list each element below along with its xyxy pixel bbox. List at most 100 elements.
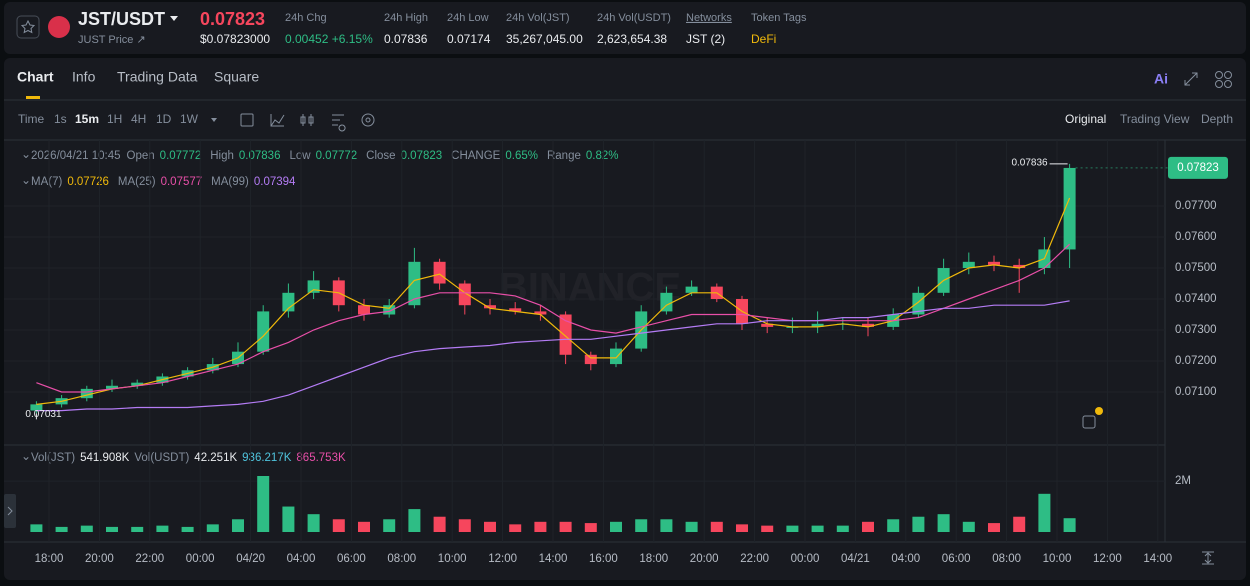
volume-bar xyxy=(660,519,673,532)
volume-bar xyxy=(836,525,849,532)
stat-label: 24h High xyxy=(384,12,428,24)
side-handle[interactable] xyxy=(4,494,16,528)
x-tick-label: 18:00 xyxy=(639,553,668,565)
stat-value: 35,267,045.00 xyxy=(506,32,583,46)
y-tick-label: 0.07300 xyxy=(1175,324,1217,336)
volume-legend: 936.217K xyxy=(242,452,292,464)
stat-value: JST (2) xyxy=(686,32,725,46)
last-price: 0.07823 xyxy=(200,9,265,29)
x-tick-label: 00:00 xyxy=(791,553,820,565)
volume-bar xyxy=(80,525,93,532)
candle-body xyxy=(1013,264,1026,269)
volume-bar xyxy=(55,526,68,532)
x-tick-label: 14:00 xyxy=(539,553,568,565)
collapse-caret[interactable]: ⌄ xyxy=(21,449,31,463)
stat-label: 24h Chg xyxy=(285,12,327,24)
view-option[interactable]: Trading View xyxy=(1120,112,1190,126)
candle-body xyxy=(610,348,622,365)
settings-icon[interactable] xyxy=(332,114,346,132)
interval[interactable]: 1H xyxy=(107,112,122,126)
tab[interactable]: Info xyxy=(72,69,96,85)
subtitle[interactable]: JUST Price ↗ xyxy=(78,34,146,46)
volume-bar xyxy=(509,524,522,532)
candle-icon[interactable] xyxy=(300,114,314,126)
expand-icon[interactable] xyxy=(1184,72,1198,86)
candle-body xyxy=(988,261,1000,265)
interval[interactable]: 1s xyxy=(54,112,67,126)
volume-bar xyxy=(761,525,774,532)
volume-bar xyxy=(383,519,396,532)
candle-body xyxy=(307,280,320,293)
symbol[interactable]: JST/USDT xyxy=(78,9,165,29)
ma-legend-value: 0.07577 xyxy=(161,176,203,188)
layout-icon[interactable] xyxy=(1215,71,1232,88)
collapse-caret[interactable]: ⌄ xyxy=(21,147,31,161)
header-bar xyxy=(4,2,1246,54)
candle-body xyxy=(962,261,975,269)
candle-body xyxy=(106,385,118,389)
tab[interactable]: Square xyxy=(214,69,259,85)
info-value: 0.07823 xyxy=(401,150,443,162)
tab[interactable]: Trading Data xyxy=(117,69,198,85)
x-tick-label: 20:00 xyxy=(690,553,719,565)
interval[interactable]: 1D xyxy=(156,112,172,126)
candle-body xyxy=(80,388,93,399)
candle-body xyxy=(408,261,421,306)
volume-bar xyxy=(912,516,925,532)
axis-reset-icon[interactable] xyxy=(1202,551,1214,565)
indicator-icon[interactable] xyxy=(270,114,285,127)
volume-bar xyxy=(358,521,370,532)
info-label: High xyxy=(210,150,234,162)
volume-bar xyxy=(206,524,219,532)
candle-body xyxy=(534,311,547,315)
favorite-button[interactable] xyxy=(16,15,40,39)
collapse-caret[interactable]: ⌄ xyxy=(21,173,31,187)
y-tick-label: 0.07600 xyxy=(1175,231,1217,243)
note-icon[interactable] xyxy=(1082,415,1096,429)
x-tick-label: 04/20 xyxy=(236,553,265,565)
interval[interactable]: 4H xyxy=(131,112,146,126)
x-tick-label: 06:00 xyxy=(942,553,971,565)
candle-body xyxy=(458,283,471,306)
note-dot xyxy=(1095,407,1103,415)
candle-body xyxy=(685,286,698,293)
tab[interactable]: Chart xyxy=(17,69,54,85)
candle-body xyxy=(383,305,396,315)
volume-bar xyxy=(30,524,43,532)
info-label: Range xyxy=(547,150,581,162)
ma-line xyxy=(36,197,1071,405)
volume-bar xyxy=(484,521,496,532)
volume-bar xyxy=(307,514,320,532)
info-value: 0.07836 xyxy=(239,150,281,162)
view-option[interactable]: Original xyxy=(1065,112,1106,126)
volume-legend: Vol(USDT) xyxy=(134,452,189,464)
volume-legend: Vol(JST) xyxy=(31,452,75,464)
y-tick-label: 0.07700 xyxy=(1175,200,1217,212)
y-tick-label: 0.07500 xyxy=(1175,262,1217,274)
volume-bar xyxy=(710,521,723,532)
interval[interactable]: 15m xyxy=(75,112,99,126)
more-intervals[interactable] xyxy=(211,118,217,122)
calendar-icon[interactable] xyxy=(240,113,254,127)
x-tick-label: 14:00 xyxy=(1143,553,1172,565)
ai-button[interactable]: Ai xyxy=(1154,71,1168,87)
interval[interactable]: 1W xyxy=(180,112,199,126)
info-label: Close xyxy=(366,150,395,162)
x-tick-label: 08:00 xyxy=(387,553,416,565)
volume-legend: 865.753K xyxy=(296,452,346,464)
target-icon[interactable] xyxy=(361,113,375,127)
volume-bar xyxy=(962,521,975,532)
volume-bar xyxy=(988,523,1000,532)
x-tick-label: 10:00 xyxy=(438,553,467,565)
x-tick-label: 10:00 xyxy=(1043,553,1072,565)
view-option[interactable]: Depth xyxy=(1201,112,1233,126)
x-tick-label: 12:00 xyxy=(1093,553,1122,565)
stat-label: 24h Vol(USDT) xyxy=(597,12,671,24)
volume-bar xyxy=(559,521,572,532)
symbol-caret[interactable] xyxy=(170,16,178,21)
volume-bar xyxy=(1038,493,1051,532)
volume-bar xyxy=(887,519,900,532)
x-tick-label: 00:00 xyxy=(186,553,215,565)
candle-body xyxy=(433,261,446,284)
